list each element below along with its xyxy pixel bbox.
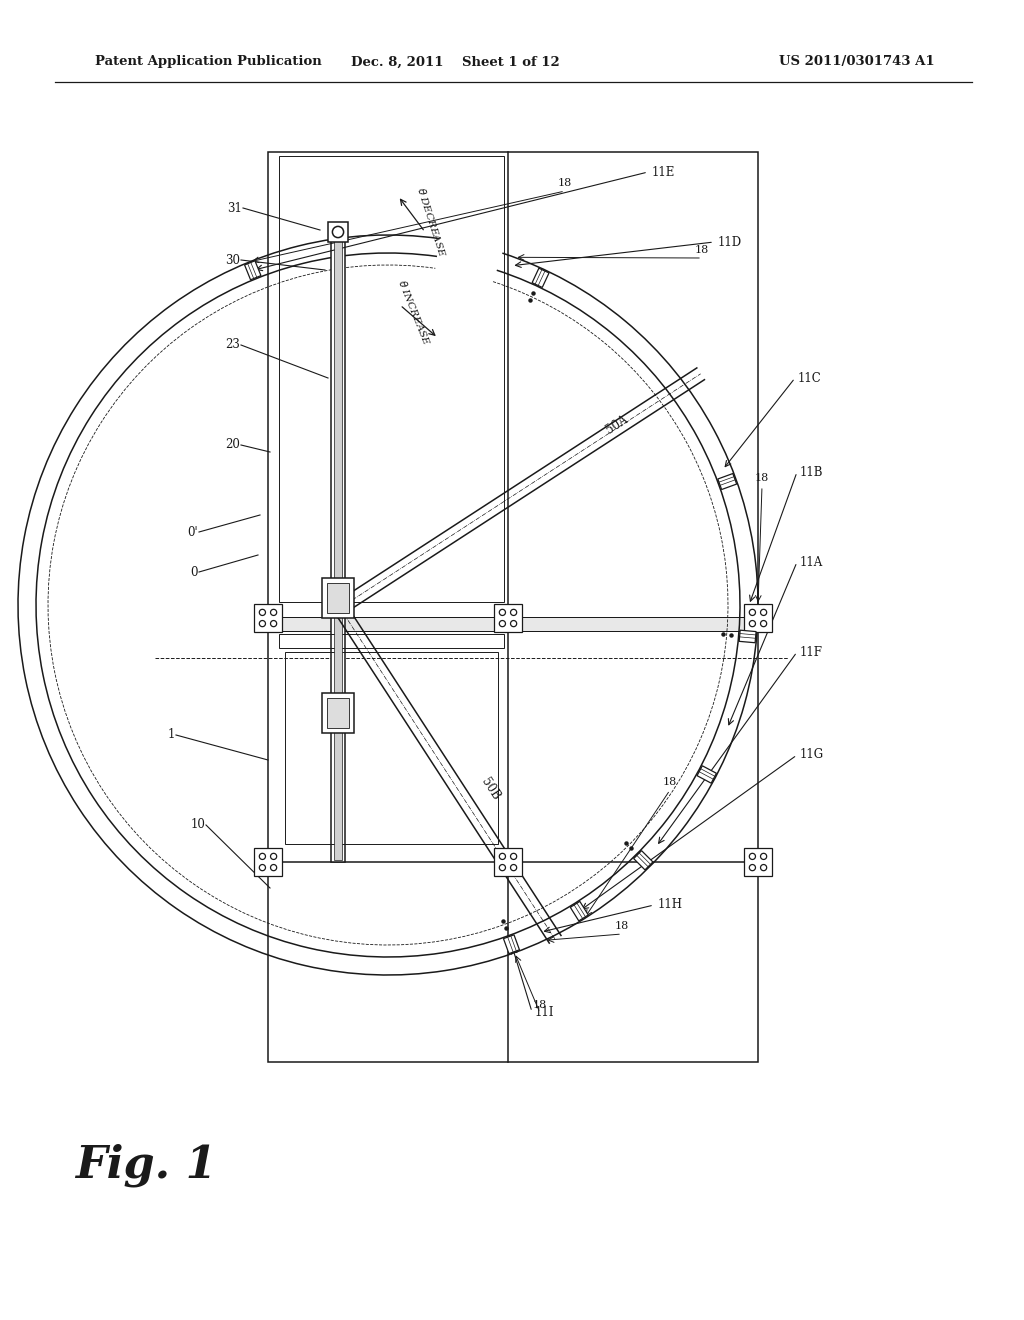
Bar bbox=[327, 583, 349, 612]
Text: Fig. 1: Fig. 1 bbox=[75, 1143, 217, 1187]
Text: 18: 18 bbox=[663, 777, 677, 787]
FancyBboxPatch shape bbox=[634, 850, 653, 870]
Text: 11F: 11F bbox=[800, 645, 823, 659]
Text: 11D: 11D bbox=[718, 235, 742, 248]
Bar bbox=[334, 232, 342, 861]
Bar bbox=[328, 222, 348, 242]
Bar bbox=[268, 152, 758, 1063]
Text: 18: 18 bbox=[614, 921, 629, 931]
Text: 11G: 11G bbox=[800, 748, 824, 762]
Bar bbox=[744, 605, 772, 632]
Text: 18: 18 bbox=[695, 246, 710, 255]
Bar bbox=[279, 634, 504, 648]
Text: 23: 23 bbox=[225, 338, 240, 351]
Text: 18: 18 bbox=[532, 1001, 547, 1010]
Text: Dec. 8, 2011    Sheet 1 of 12: Dec. 8, 2011 Sheet 1 of 12 bbox=[350, 55, 559, 69]
Bar bbox=[494, 847, 522, 876]
Text: 18: 18 bbox=[558, 178, 572, 187]
Text: Patent Application Publication: Patent Application Publication bbox=[95, 55, 322, 69]
FancyBboxPatch shape bbox=[245, 261, 261, 280]
Text: 10: 10 bbox=[190, 818, 205, 832]
FancyBboxPatch shape bbox=[570, 902, 589, 921]
Bar bbox=[494, 605, 522, 632]
FancyBboxPatch shape bbox=[718, 474, 736, 490]
Text: 11A: 11A bbox=[800, 556, 823, 569]
Text: 18: 18 bbox=[755, 473, 769, 483]
FancyBboxPatch shape bbox=[532, 268, 549, 288]
FancyBboxPatch shape bbox=[504, 935, 519, 953]
Bar bbox=[285, 652, 498, 843]
Bar bbox=[279, 156, 504, 602]
Text: 20: 20 bbox=[225, 438, 240, 451]
Bar bbox=[322, 693, 354, 733]
Bar bbox=[254, 605, 282, 632]
Text: $\theta$ DECREASE: $\theta$ DECREASE bbox=[415, 186, 449, 259]
Text: 50B: 50B bbox=[479, 776, 503, 803]
Bar bbox=[268, 616, 758, 631]
Text: 11B: 11B bbox=[800, 466, 823, 479]
Text: US 2011/0301743 A1: US 2011/0301743 A1 bbox=[779, 55, 935, 69]
Bar bbox=[322, 578, 354, 618]
Text: 1: 1 bbox=[168, 729, 175, 742]
Bar bbox=[744, 847, 772, 876]
Text: 11H: 11H bbox=[658, 899, 683, 912]
Text: 50A: 50A bbox=[603, 413, 630, 437]
Bar bbox=[268, 616, 758, 631]
Text: 31: 31 bbox=[227, 202, 242, 214]
Text: 0': 0' bbox=[187, 525, 198, 539]
Text: $\theta$ INCREASE: $\theta$ INCREASE bbox=[396, 277, 434, 347]
Bar bbox=[331, 230, 345, 862]
FancyBboxPatch shape bbox=[739, 630, 756, 643]
Text: 11C: 11C bbox=[798, 371, 821, 384]
Text: 30: 30 bbox=[225, 253, 240, 267]
FancyBboxPatch shape bbox=[697, 766, 717, 783]
Text: 0: 0 bbox=[190, 565, 198, 578]
Bar bbox=[327, 698, 349, 729]
Bar bbox=[254, 847, 282, 876]
Text: 11I: 11I bbox=[535, 1006, 555, 1019]
Text: 11E: 11E bbox=[652, 165, 676, 178]
